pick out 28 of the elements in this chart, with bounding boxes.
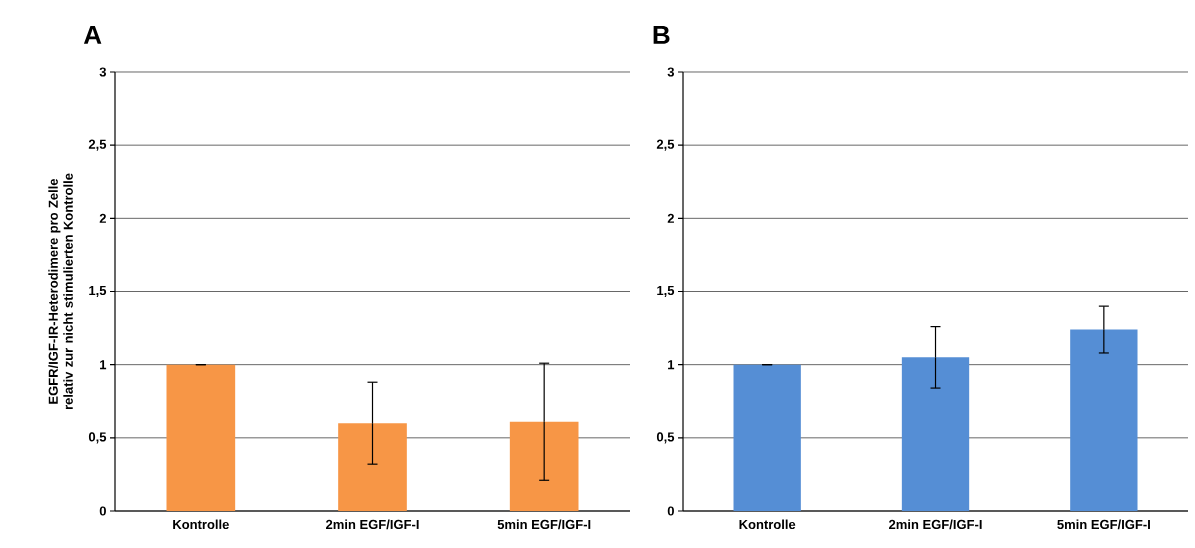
bar	[1070, 329, 1138, 511]
y-tick-label: 1,5	[89, 286, 107, 297]
y-tick-label: 1	[668, 360, 675, 370]
y-tick-label: 1	[100, 360, 107, 370]
y-tick-label: 2	[99, 213, 106, 223]
x-tick-label: 2min EGF/IGF-I	[326, 519, 419, 530]
chart-title: A	[83, 25, 102, 44]
y-tick-label: 3	[99, 67, 107, 77]
y-tick-label: 2,5	[656, 139, 675, 151]
x-tick-label: 5min EGF/IGF-I	[1057, 519, 1150, 530]
x-tick-label: Kontrolle	[173, 519, 229, 530]
y-axis-title: EGFR/IGF-IR-Heterodimere pro Zelle relativ zur nicht stimulierten Kontrolle	[48, 173, 73, 410]
y-tick-label: 0	[667, 506, 674, 516]
y-tick-label: 0	[99, 506, 106, 516]
chart-title: B	[653, 25, 670, 44]
bar	[733, 364, 801, 511]
y-tick-label: 0,5	[88, 432, 107, 444]
y-tick-label: 3	[667, 67, 675, 77]
x-tick-label: 5min EGF/IGF-I	[497, 519, 591, 530]
bar	[338, 423, 407, 511]
bar	[901, 357, 970, 511]
y-tick-label: 0,5	[656, 432, 675, 444]
y-tick-label: 1,5	[657, 286, 675, 297]
x-tick-label: Kontrolle	[739, 519, 796, 530]
y-tick-label: 2	[667, 213, 674, 223]
x-tick-label: 2min EGF/IGF-I	[889, 519, 982, 530]
y-tick-label: 2,5	[88, 139, 107, 151]
bar	[166, 364, 236, 511]
